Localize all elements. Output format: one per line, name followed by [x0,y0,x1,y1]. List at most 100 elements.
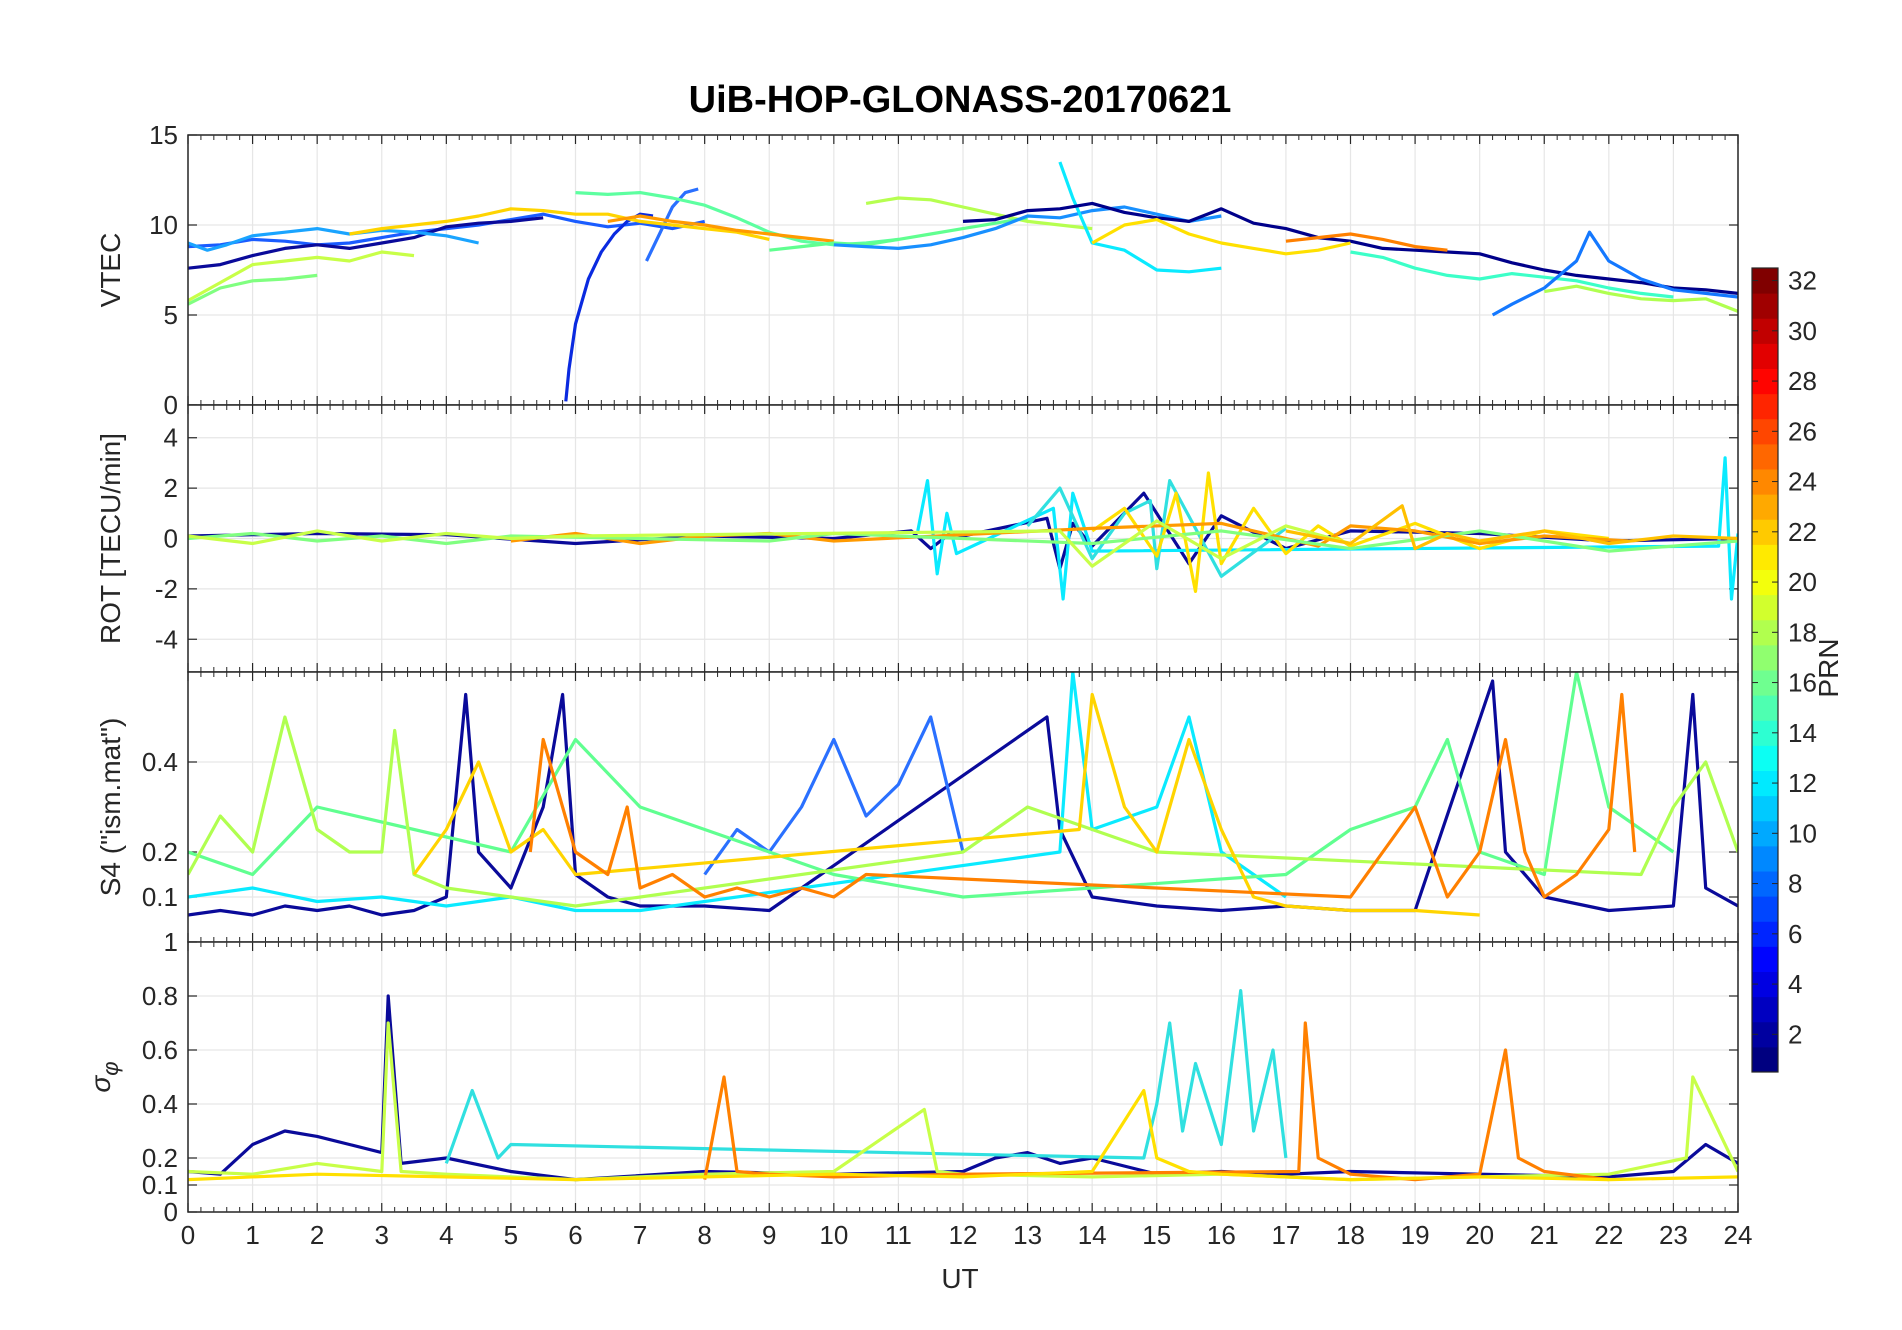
x-axis-label: UT [941,1263,978,1294]
x-tick-label: 3 [375,1220,389,1250]
panel-1: 0 5 10 15 VTEC [95,120,1739,420]
x-tick-label: 6 [568,1220,582,1250]
colorbar-tick-label: 6 [1788,919,1802,949]
colorbar-segment [1752,343,1778,369]
colorbar-segment [1752,544,1778,570]
colorbar-segment [1752,293,1778,319]
y-axis-label: S4 ("ism.mat") [95,718,126,897]
x-tick-label: 18 [1336,1220,1365,1250]
x-tick-label: 16 [1207,1220,1236,1250]
colorbar-segment [1752,1046,1778,1073]
y-tick-label: 0.1 [142,1170,178,1200]
colorbar-segment [1752,745,1778,771]
colorbar-tick-label: 16 [1788,668,1817,698]
colorbar-segment [1752,996,1778,1023]
y-tick-label: 5 [164,300,178,330]
colorbar-segment [1752,795,1778,822]
x-axis-tick-labels: 0 1 2 3 4 5 6 7 8 9 10 11 12 13 14 15 16 17 18 19 20 21 22 23 24 [181,1220,1753,1250]
x-tick-label: 21 [1530,1220,1559,1250]
colorbar-tick-label: 22 [1788,517,1817,547]
x-tick-label: 11 [885,1220,912,1250]
x-tick-label: 0 [181,1220,195,1250]
y-tick-label: 15 [149,120,178,150]
colorbar-segment [1752,594,1778,621]
series-line-prn-20 [188,1088,1738,1182]
x-tick-label: 5 [504,1220,518,1250]
colorbar-tick-label: 14 [1788,718,1817,748]
series-line-prn-6 [645,187,699,262]
series-line-prn-11 [188,672,1287,913]
x-tick-label: 22 [1594,1220,1623,1250]
colorbar-segment [1752,845,1778,872]
colorbar-tick-label: 26 [1788,416,1817,446]
y-tick-label: 4 [164,423,178,453]
colorbar-segment [1752,896,1778,922]
x-tick-label: 7 [633,1220,647,1250]
series-line-prn-21 [412,692,1480,917]
x-tick-label: 13 [1013,1220,1042,1250]
series-line-prn-24 [703,1021,1609,1182]
series-group [188,988,1738,1182]
colorbar-frame [1751,267,1779,1073]
y-axis-label: σφ [85,1061,123,1092]
panel-4: 00.10.2 0.4 0.6 0.8 1 σφ [85,927,1739,1227]
series-line-prn-17 [188,250,415,302]
x-tick-label: 12 [949,1220,978,1250]
x-tick-label: 1 [245,1220,259,1250]
plot-frame [187,941,1739,1213]
y-tick-label: 0.6 [142,1035,178,1065]
colorbar-segment [1752,393,1778,420]
y-axis-label: VTEC [95,233,126,308]
colorbar-tick-label: 30 [1788,316,1817,346]
colorbar-segment [1752,494,1778,520]
x-tick-label: 4 [439,1220,453,1250]
series-line-prn-18 [188,519,1351,568]
colorbar-tick-label: 28 [1788,366,1817,396]
colorbar-tick-label: 8 [1788,869,1802,899]
colorbar-segment [1752,443,1778,470]
panel-3: 0.1 0.2 0.4 S4 ("ism.mat") [95,671,1739,943]
x-tick-label: 19 [1401,1220,1430,1250]
colorbar-segment [1752,695,1778,721]
series-line-prn-24 [528,692,1637,899]
y-tick-label: 10 [149,210,178,240]
series-line-prn-3 [188,212,706,249]
colorbar-tick-label: 32 [1788,266,1817,296]
series-line-prn-23 [510,521,1629,548]
y-tick-label: 0 [164,390,178,420]
y-tick-label: 0 [164,1197,178,1227]
series-line-prn-1 [962,201,1738,295]
x-tick-label: 24 [1724,1220,1753,1250]
series-group [188,456,1738,601]
series-group [188,161,1738,402]
series-line-prn-17 [188,715,1738,908]
series-line-prn-22 [1285,504,1738,551]
y-axis-label: ROT [TECU/min] [95,433,126,644]
y-tick-label: -4 [155,624,178,654]
series-line-prn-11 [1058,161,1222,274]
y-tick-label: 2 [164,473,178,503]
y-tick-label: 0.2 [142,1143,178,1173]
panel-2: -4 -2 0 2 4 ROT [TECU/min] [95,404,1739,673]
x-tick-label: 9 [762,1220,776,1250]
series-line-prn-17 [1544,284,1738,313]
colorbar-tick-label: 4 [1788,969,1802,999]
y-tick-label: 0.2 [142,837,178,867]
series-line-prn-10 [188,227,479,252]
series-line-prn-9 [833,205,1222,250]
colorbar-tick-label: 10 [1788,818,1817,848]
series-line-prn-2 [188,994,1738,1182]
x-tick-label: 10 [819,1220,848,1250]
x-tick-label: 14 [1078,1220,1107,1250]
y-tick-label: 0.1 [142,882,178,912]
series-group [188,672,1738,917]
y-tick-label: 0.8 [142,981,178,1011]
x-tick-label: 23 [1659,1220,1688,1250]
colorbar-segment [1752,946,1778,972]
colorbar-segment [1752,644,1778,671]
series-line-prn-24 [1285,232,1448,252]
x-tick-label: 8 [697,1220,711,1250]
